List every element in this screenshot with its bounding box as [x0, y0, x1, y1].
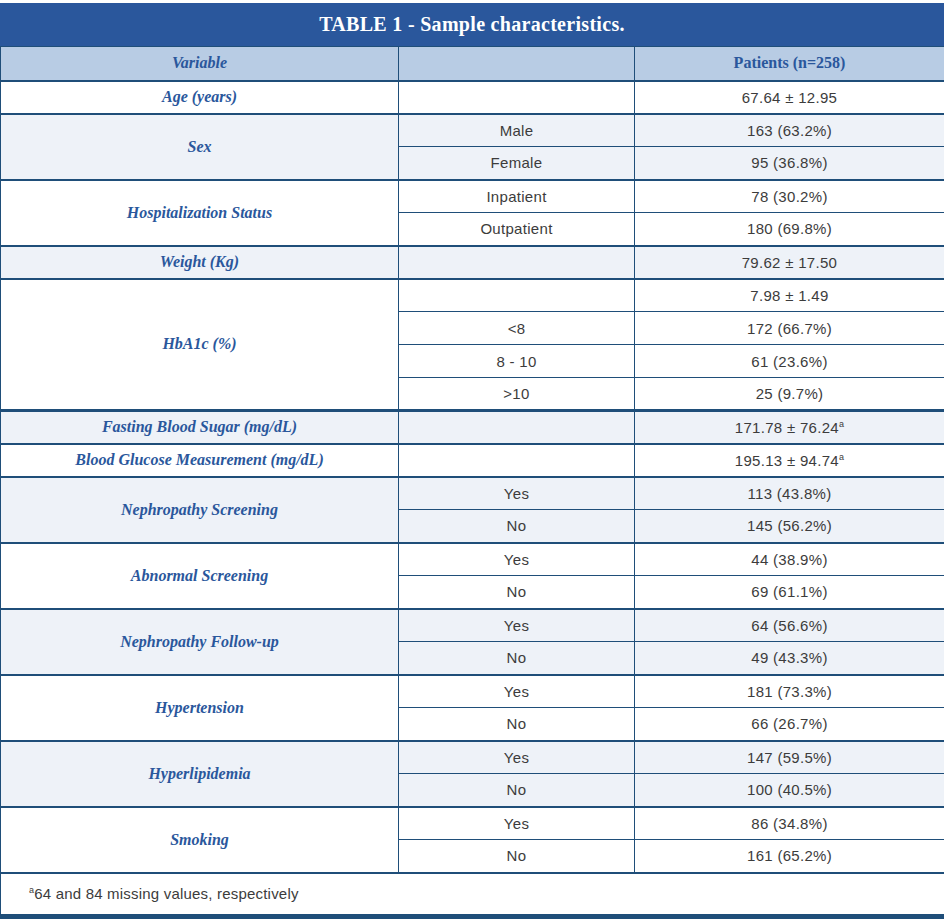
- category-cell: No: [399, 708, 635, 741]
- table-row: Fasting Blood Sugar (mg/dL) 171.78 ± 76.2…: [1, 411, 944, 444]
- value-cell: 86 (34.8%): [635, 807, 944, 840]
- value-cell: 147 (59.5%): [635, 741, 944, 774]
- category-cell: Yes: [399, 807, 635, 840]
- value-cell: 66 (26.7%): [635, 708, 944, 741]
- variable-cell: Abnormal Screening: [1, 543, 399, 609]
- category-cell: [399, 246, 635, 279]
- value-cell: 7.98 ± 1.49: [635, 279, 944, 312]
- header-row: Variable Patients (n=258): [1, 47, 944, 81]
- category-cell: 8 - 10: [399, 345, 635, 378]
- table-title: TABLE 1 - Sample characteristics.: [0, 3, 944, 46]
- variable-cell: Blood Glucose Measurement (mg/dL): [1, 444, 399, 477]
- category-cell: No: [399, 642, 635, 675]
- variable-cell: Hyperlipidemia: [1, 741, 399, 807]
- value-cell: 100 (40.5%): [635, 774, 944, 807]
- category-cell: [399, 279, 635, 312]
- value-cell: 64 (56.6%): [635, 609, 944, 642]
- variable-cell: HbA1c (%): [1, 279, 399, 411]
- category-cell: Yes: [399, 477, 635, 510]
- table-row: HypertensionYes181 (73.3%): [1, 675, 944, 708]
- table-row: Nephropathy Follow-upYes64 (56.6%): [1, 609, 944, 642]
- value-cell: 67.64 ± 12.95: [635, 81, 944, 114]
- variable-cell: Hypertension: [1, 675, 399, 741]
- value-cell: 163 (63.2%): [635, 114, 944, 147]
- value-cell: 61 (23.6%): [635, 345, 944, 378]
- value-cell: 195.13 ± 94.74a: [635, 444, 944, 477]
- table-row: Blood Glucose Measurement (mg/dL) 195.13 …: [1, 444, 944, 477]
- variable-cell: Smoking: [1, 807, 399, 873]
- sample-characteristics-table: Variable Patients (n=258) Age (years) 67.…: [0, 46, 944, 919]
- category-cell: [399, 444, 635, 477]
- footnote-marker: a: [839, 419, 844, 429]
- table-row: HbA1c (%)7.98 ± 1.49: [1, 279, 944, 312]
- category-cell: No: [399, 840, 635, 873]
- category-cell: Yes: [399, 543, 635, 576]
- value-cell: 69 (61.1%): [635, 576, 944, 609]
- category-cell: <8: [399, 312, 635, 345]
- variable-cell: Weight (Kg): [1, 246, 399, 279]
- value-cell: 25 (9.7%): [635, 378, 944, 411]
- variable-cell: Nephropathy Follow-up: [1, 609, 399, 675]
- category-cell: Female: [399, 147, 635, 180]
- table-row: SmokingYes86 (34.8%): [1, 807, 944, 840]
- table-row: Nephropathy ScreeningYes113 (43.8%): [1, 477, 944, 510]
- value-cell: 44 (38.9%): [635, 543, 944, 576]
- table-row: HyperlipidemiaYes147 (59.5%): [1, 741, 944, 774]
- category-cell: No: [399, 576, 635, 609]
- column-header-variable: Variable: [1, 47, 399, 81]
- value-cell: 161 (65.2%): [635, 840, 944, 873]
- table-row: Age (years) 67.64 ± 12.95: [1, 81, 944, 114]
- paper-table-page: TABLE 1 - Sample characteristics. Variab…: [0, 3, 944, 919]
- variable-cell: Sex: [1, 114, 399, 180]
- category-cell: >10: [399, 378, 635, 411]
- category-cell: Male: [399, 114, 635, 147]
- value-cell: 180 (69.8%): [635, 213, 944, 246]
- value-cell: 113 (43.8%): [635, 477, 944, 510]
- value-cell: 78 (30.2%): [635, 180, 944, 213]
- category-cell: [399, 411, 635, 444]
- variable-cell: Nephropathy Screening: [1, 477, 399, 543]
- table-row: Hospitalization StatusInpatient78 (30.2%…: [1, 180, 944, 213]
- footnote-text: 64 and 84 missing values, respectively: [34, 885, 298, 902]
- value-cell: 49 (43.3%): [635, 642, 944, 675]
- value-cell: 79.62 ± 17.50: [635, 246, 944, 279]
- footnote-row: a64 and 84 missing values, respectively: [1, 873, 944, 917]
- variable-cell: Hospitalization Status: [1, 180, 399, 246]
- variable-cell: Age (years): [1, 81, 399, 114]
- value-cell: 95 (36.8%): [635, 147, 944, 180]
- column-header-patients: Patients (n=258): [635, 47, 944, 81]
- category-cell: No: [399, 774, 635, 807]
- value-cell: 171.78 ± 76.24a: [635, 411, 944, 444]
- category-cell: Yes: [399, 741, 635, 774]
- table-row: Weight (Kg) 79.62 ± 17.50: [1, 246, 944, 279]
- footnote-marker: a: [839, 452, 844, 462]
- value-cell: 181 (73.3%): [635, 675, 944, 708]
- value-cell: 145 (56.2%): [635, 510, 944, 543]
- category-cell: Outpatient: [399, 213, 635, 246]
- category-cell: [399, 81, 635, 114]
- footnote: a64 and 84 missing values, respectively: [1, 873, 944, 917]
- table-row: SexMale163 (63.2%): [1, 114, 944, 147]
- value-cell: 172 (66.7%): [635, 312, 944, 345]
- variable-cell: Fasting Blood Sugar (mg/dL): [1, 411, 399, 444]
- column-header-empty: [399, 47, 635, 81]
- category-cell: Yes: [399, 675, 635, 708]
- table-row: Abnormal ScreeningYes44 (38.9%): [1, 543, 944, 576]
- category-cell: No: [399, 510, 635, 543]
- category-cell: Yes: [399, 609, 635, 642]
- category-cell: Inpatient: [399, 180, 635, 213]
